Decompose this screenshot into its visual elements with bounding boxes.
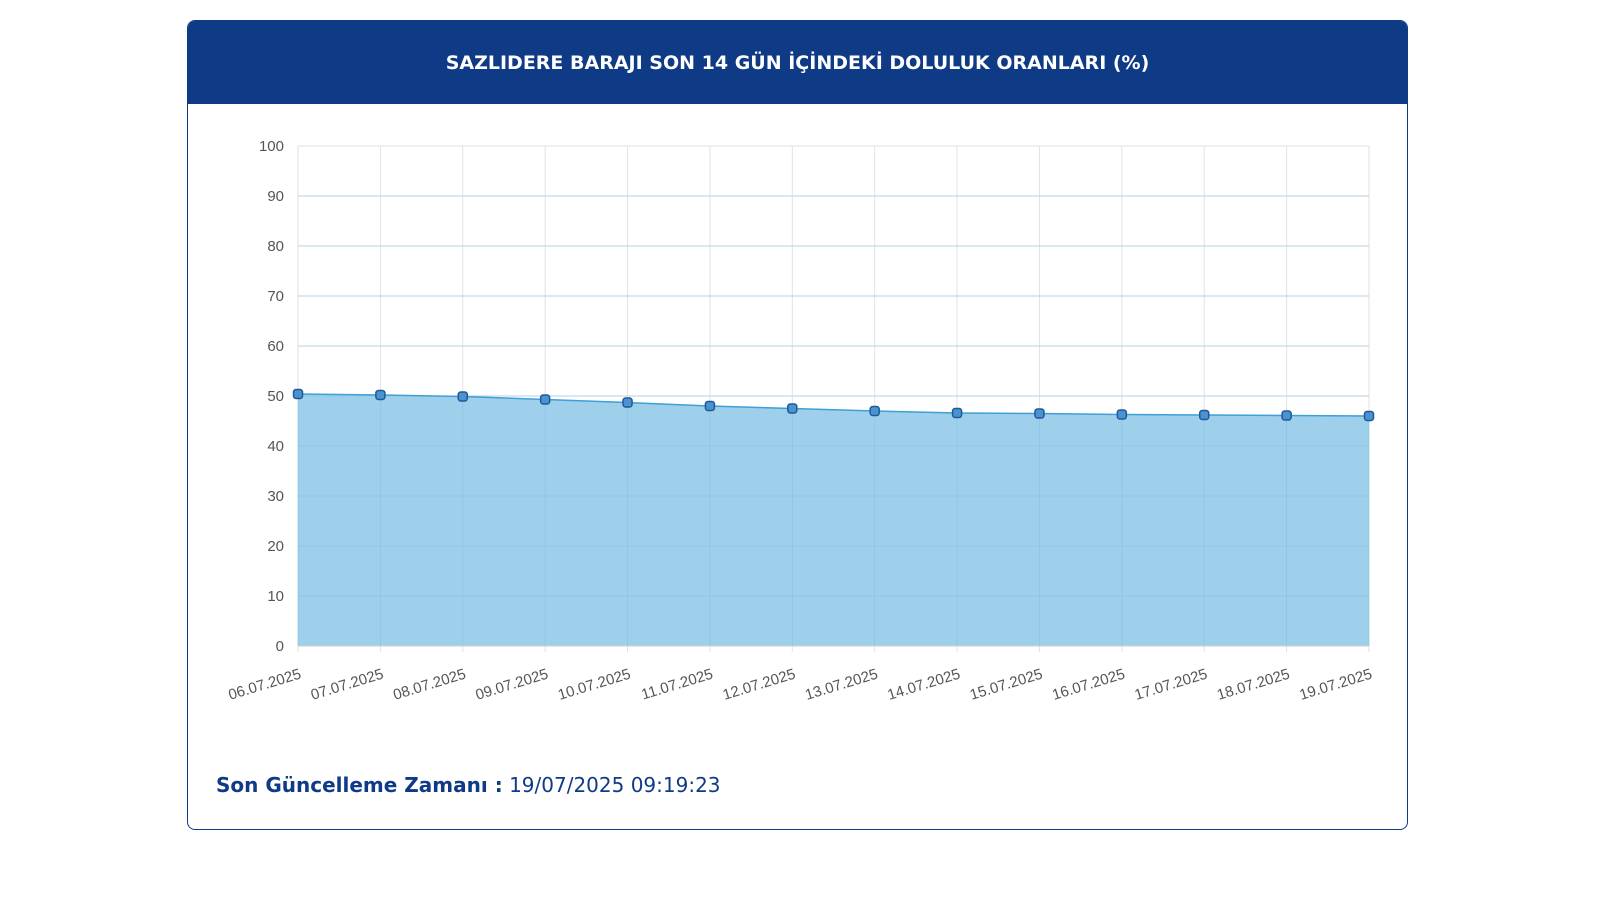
chart-card: SAZLIDERE BARAJI SON 14 GÜN İÇİNDEKİ DOL… <box>187 20 1408 830</box>
x-tick-label: 08.07.2025 <box>391 666 468 704</box>
data-point <box>457 391 469 402</box>
x-tick-label: 12.07.2025 <box>721 666 798 704</box>
data-point <box>1116 409 1128 420</box>
area-fill <box>298 394 1369 646</box>
x-tick-label: 06.07.2025 <box>226 666 303 704</box>
data-point <box>292 388 304 400</box>
y-tick-label: 20 <box>267 538 284 555</box>
y-tick-label: 100 <box>259 138 284 155</box>
chart-title: SAZLIDERE BARAJI SON 14 GÜN İÇİNDEKİ DOL… <box>188 21 1407 104</box>
x-tick-label: 09.07.2025 <box>474 666 551 704</box>
last-update-label: Son Güncelleme Zamanı : <box>216 773 503 797</box>
y-tick-label: 10 <box>267 588 284 605</box>
data-point <box>622 397 633 408</box>
y-tick-label: 40 <box>267 438 284 455</box>
data-point <box>375 389 386 401</box>
data-point <box>1034 408 1045 419</box>
data-point <box>869 405 880 417</box>
data-point <box>539 394 551 405</box>
x-tick-label: 10.07.2025 <box>556 666 633 704</box>
x-tick-label: 07.07.2025 <box>309 666 386 704</box>
chart-area: 0 10 20 30 40 50 60 70 80 90 100 06.07.2025 07.07.20… <box>188 104 1407 744</box>
data-point <box>951 407 963 419</box>
x-tick-label: 18.07.2025 <box>1215 666 1292 704</box>
y-tick-label: 60 <box>267 338 284 355</box>
y-tick-label: 50 <box>267 388 284 405</box>
y-tick-label: 30 <box>267 488 284 505</box>
x-tick-label: 19.07.2025 <box>1297 666 1374 704</box>
last-update-value: 19/07/2025 09:19:23 <box>509 773 721 797</box>
last-update: Son Güncelleme Zamanı : 19/07/2025 09:19… <box>216 773 721 797</box>
y-tick-label: 90 <box>267 188 284 205</box>
x-tick-label: 14.07.2025 <box>885 666 962 704</box>
y-tick-label: 80 <box>267 238 284 255</box>
data-point <box>787 403 798 414</box>
fill-rate-chart: 0 10 20 30 40 50 60 70 80 90 100 06.07.2025 07.07.20… <box>226 138 1375 704</box>
series-line <box>297 393 1370 417</box>
x-tick-label: 11.07.2025 <box>639 666 715 704</box>
data-point <box>1281 410 1292 421</box>
x-tick-label: 15.07.2025 <box>968 666 1045 704</box>
x-tick-label: 16.07.2025 <box>1050 666 1127 704</box>
x-tick-label: 17.07.2025 <box>1133 666 1210 704</box>
y-tick-label: 0 <box>276 638 284 655</box>
x-tick-label: 13.07.2025 <box>803 666 880 704</box>
data-point <box>1198 409 1210 421</box>
data-point <box>704 400 716 412</box>
data-point <box>1363 410 1375 422</box>
y-tick-label: 70 <box>267 288 284 305</box>
